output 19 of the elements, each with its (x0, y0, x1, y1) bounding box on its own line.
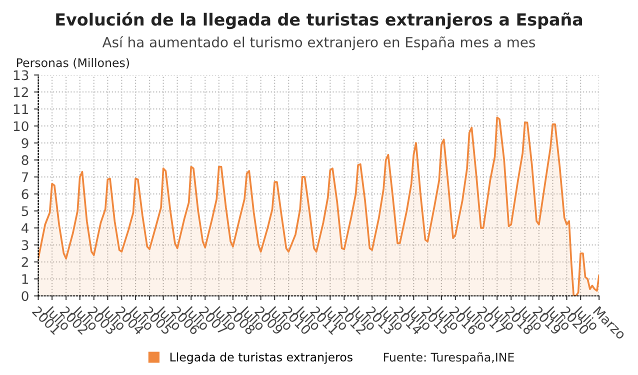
y-tick-label: 0 (22, 291, 28, 302)
y-tick-label: 5 (22, 206, 28, 216)
y-tick-label: 3 (22, 240, 28, 250)
y-tick-label: 8 (22, 155, 28, 166)
source-note: Fuente: Turespaña,INE (384, 352, 514, 364)
y-tick-label: 1 (22, 274, 28, 284)
y-tick-label: 9 (22, 138, 28, 148)
y-tick-label: 2 (22, 257, 28, 267)
y-tick-label: 6 (22, 189, 28, 200)
y-tick-label: 11 (14, 104, 28, 114)
legend-label: Llegada de turistas extranjeros (170, 352, 352, 364)
y-tick-label: 13 (14, 70, 28, 80)
y-tick-label: 10 (14, 121, 28, 132)
y-tick-label: 4 (22, 223, 29, 233)
y-tick-label: 12 (14, 87, 28, 98)
y-tick-label: 7 (22, 172, 28, 182)
chart-title: Evolución de la llegada de turistas extranjeros a España (56, 12, 582, 30)
chart-subtitle: Así ha aumentado el turismo extranjero en España mes a mes (102, 36, 536, 50)
y-axis-title: Personas (Millones) (17, 58, 129, 69)
